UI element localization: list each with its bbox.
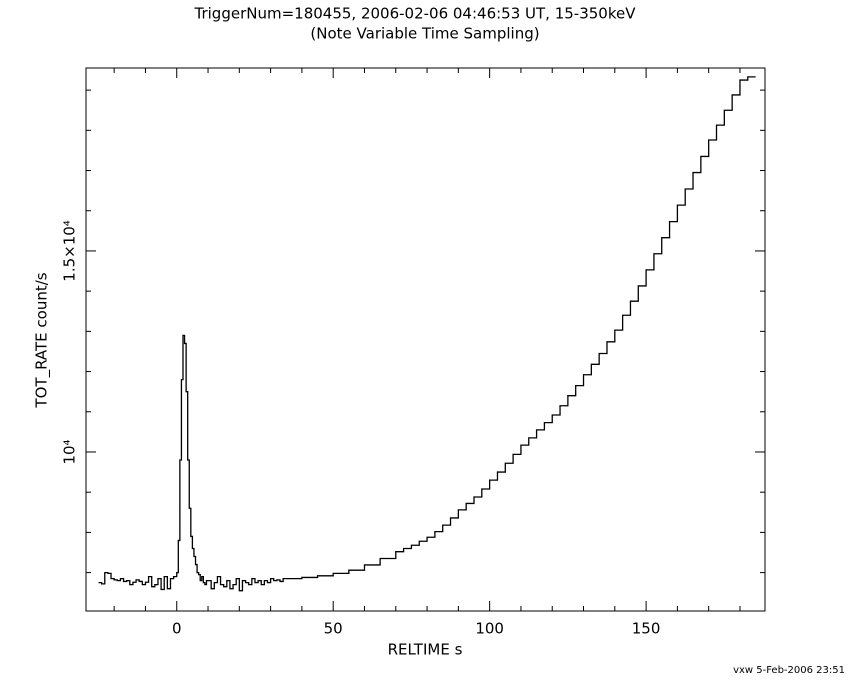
plot-frame bbox=[85, 67, 766, 612]
chart-title: TriggerNum=180455, 2006-02-06 04:46:53 U… bbox=[194, 5, 637, 23]
x-tick-label: 150 bbox=[632, 620, 661, 638]
chart-subtitle: (Note Variable Time Sampling) bbox=[310, 25, 539, 43]
x-tick-label: 100 bbox=[475, 620, 504, 638]
y-tick-label: 10⁴ bbox=[61, 439, 79, 464]
x-tick-label: 50 bbox=[324, 620, 343, 638]
y-axis-label: TOT_RATE count/s bbox=[33, 272, 52, 408]
footer: vxw 5-Feb-2006 23:51 bbox=[733, 665, 845, 676]
y-tick-label: 1.5×10⁴ bbox=[61, 220, 79, 282]
x-tick-label: 0 bbox=[172, 620, 182, 638]
x-axis-label: RELTIME s bbox=[388, 641, 463, 659]
rate-line bbox=[98, 76, 756, 592]
